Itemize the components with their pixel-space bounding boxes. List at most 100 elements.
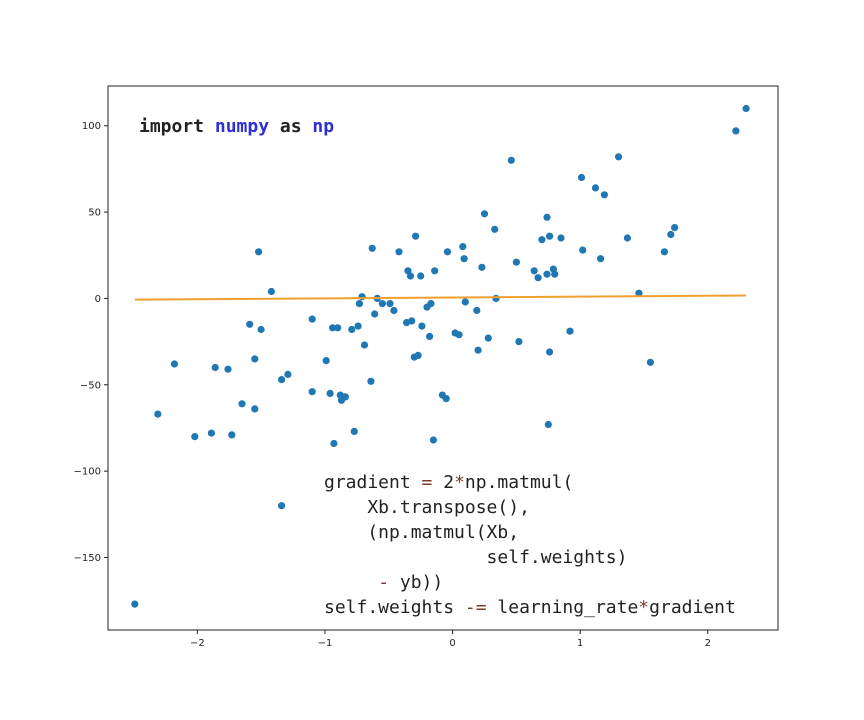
code-token: * [638, 597, 649, 618]
import-token: numpy [215, 116, 269, 137]
code-token: -= [465, 597, 487, 618]
scatter-point-63 [461, 298, 469, 306]
scatter-point-19 [308, 388, 316, 396]
scatter-point-38 [378, 300, 386, 308]
scatter-point-36 [371, 310, 379, 318]
scatter-point-88 [591, 184, 600, 192]
scatter-point-23 [330, 439, 338, 448]
scatter-point-45 [408, 317, 416, 325]
scatter-point-74 [530, 267, 538, 275]
scatter-point-33 [360, 341, 369, 349]
scatter-point-95 [660, 248, 669, 256]
scatter-point-1 [154, 410, 162, 418]
scatter-point-20 [322, 357, 330, 365]
scatter-point-11 [251, 355, 259, 363]
y-tick-label: −100 [74, 467, 101, 478]
scatter-point-80 [546, 348, 554, 356]
code-line: - yb)) [324, 572, 443, 593]
code-token: gradient [324, 472, 422, 493]
scatter-point-21 [326, 389, 334, 397]
import-annotation: import numpy as np [139, 116, 334, 137]
scatter-point-89 [597, 255, 605, 263]
scatter-point-64 [473, 306, 481, 315]
code-line: self.weights -= learning_rate*gradient [324, 597, 736, 618]
scatter-point-98 [732, 127, 740, 135]
x-tick-label: 2 [705, 638, 711, 649]
fit-line [134, 294, 747, 301]
scatter-point-71 [507, 156, 515, 164]
fit-line-layer [134, 294, 747, 301]
scatter-point-94 [646, 358, 655, 366]
scatter-point-17 [284, 370, 292, 378]
scatter-point-29 [350, 427, 358, 435]
x-tick-label: 0 [449, 638, 455, 649]
scatter-point-8 [238, 400, 246, 408]
scatter-point-40 [390, 306, 398, 315]
scatter-points [131, 104, 750, 608]
scatter-point-83 [551, 270, 559, 278]
scatter-point-2 [170, 360, 178, 368]
scatter-point-66 [478, 263, 486, 271]
x-tick-label: 1 [577, 638, 583, 649]
import-token [204, 116, 215, 137]
scatter-point-79 [544, 420, 552, 429]
code-token: learning_rate [487, 597, 639, 618]
scatter-point-14 [267, 287, 275, 296]
scatter-point-7 [228, 431, 236, 439]
scatter-point-93 [635, 289, 643, 297]
scatter-point-67 [480, 210, 489, 218]
scatter-point-13 [257, 325, 265, 334]
scatter-point-60 [455, 331, 463, 339]
scatter-point-85 [566, 327, 574, 335]
code-token: (np.matmul(Xb, [324, 522, 519, 543]
scatter-point-69 [491, 225, 499, 233]
code-line: self.weights) [324, 547, 627, 568]
code-token: 2 [432, 472, 454, 493]
x-tick-label: −1 [318, 638, 333, 649]
scatter-point-68 [484, 334, 492, 342]
scatter-point-22 [329, 324, 337, 332]
code-token: self.weights [324, 597, 465, 618]
scatter-point-55 [431, 267, 439, 275]
scatter-point-99 [742, 104, 750, 113]
scatter-point-91 [614, 153, 623, 161]
y-tick-label: −50 [80, 380, 101, 391]
code-line: Xb.transpose(), [324, 497, 530, 518]
scatter-point-9 [246, 320, 254, 328]
scatter-point-32 [358, 293, 366, 301]
scatter-point-72 [512, 258, 521, 266]
y-axis: −150 −100 −50 0 50 100 [74, 121, 108, 564]
scatter-point-18 [308, 315, 316, 323]
import-token: np [312, 116, 334, 137]
code-token: gradient [649, 597, 736, 618]
scatter-point-62 [460, 255, 468, 263]
code-token: - [378, 572, 389, 593]
scatter-point-41 [395, 248, 403, 256]
scatter-point-12 [255, 248, 263, 256]
y-tick-label: 0 [95, 294, 101, 305]
scatter-point-58 [443, 248, 452, 256]
scatter-point-61 [459, 243, 467, 251]
code-line: gradient = 2*np.matmul( [324, 472, 573, 493]
scatter-point-0 [131, 600, 139, 608]
x-tick-label: −2 [190, 638, 205, 649]
y-tick-label: 100 [82, 121, 101, 132]
scatter-point-47 [412, 232, 420, 240]
scatter-point-3 [191, 433, 199, 441]
scatter-point-30 [354, 322, 362, 330]
scatter-point-24 [334, 324, 342, 332]
scatter-point-28 [348, 325, 356, 334]
scatter-point-35 [368, 244, 376, 252]
scatter-point-65 [474, 346, 482, 354]
code-token: = [422, 472, 433, 493]
code-token: yb)) [389, 572, 443, 593]
scatter-point-27 [341, 393, 349, 401]
scatter-point-81 [546, 232, 554, 240]
scatter-point-34 [367, 377, 375, 385]
scatter-point-84 [557, 234, 565, 242]
scatter-point-90 [600, 191, 609, 199]
scatter-point-97 [671, 224, 679, 232]
code-token [324, 572, 378, 593]
scatter-point-54 [429, 436, 437, 444]
